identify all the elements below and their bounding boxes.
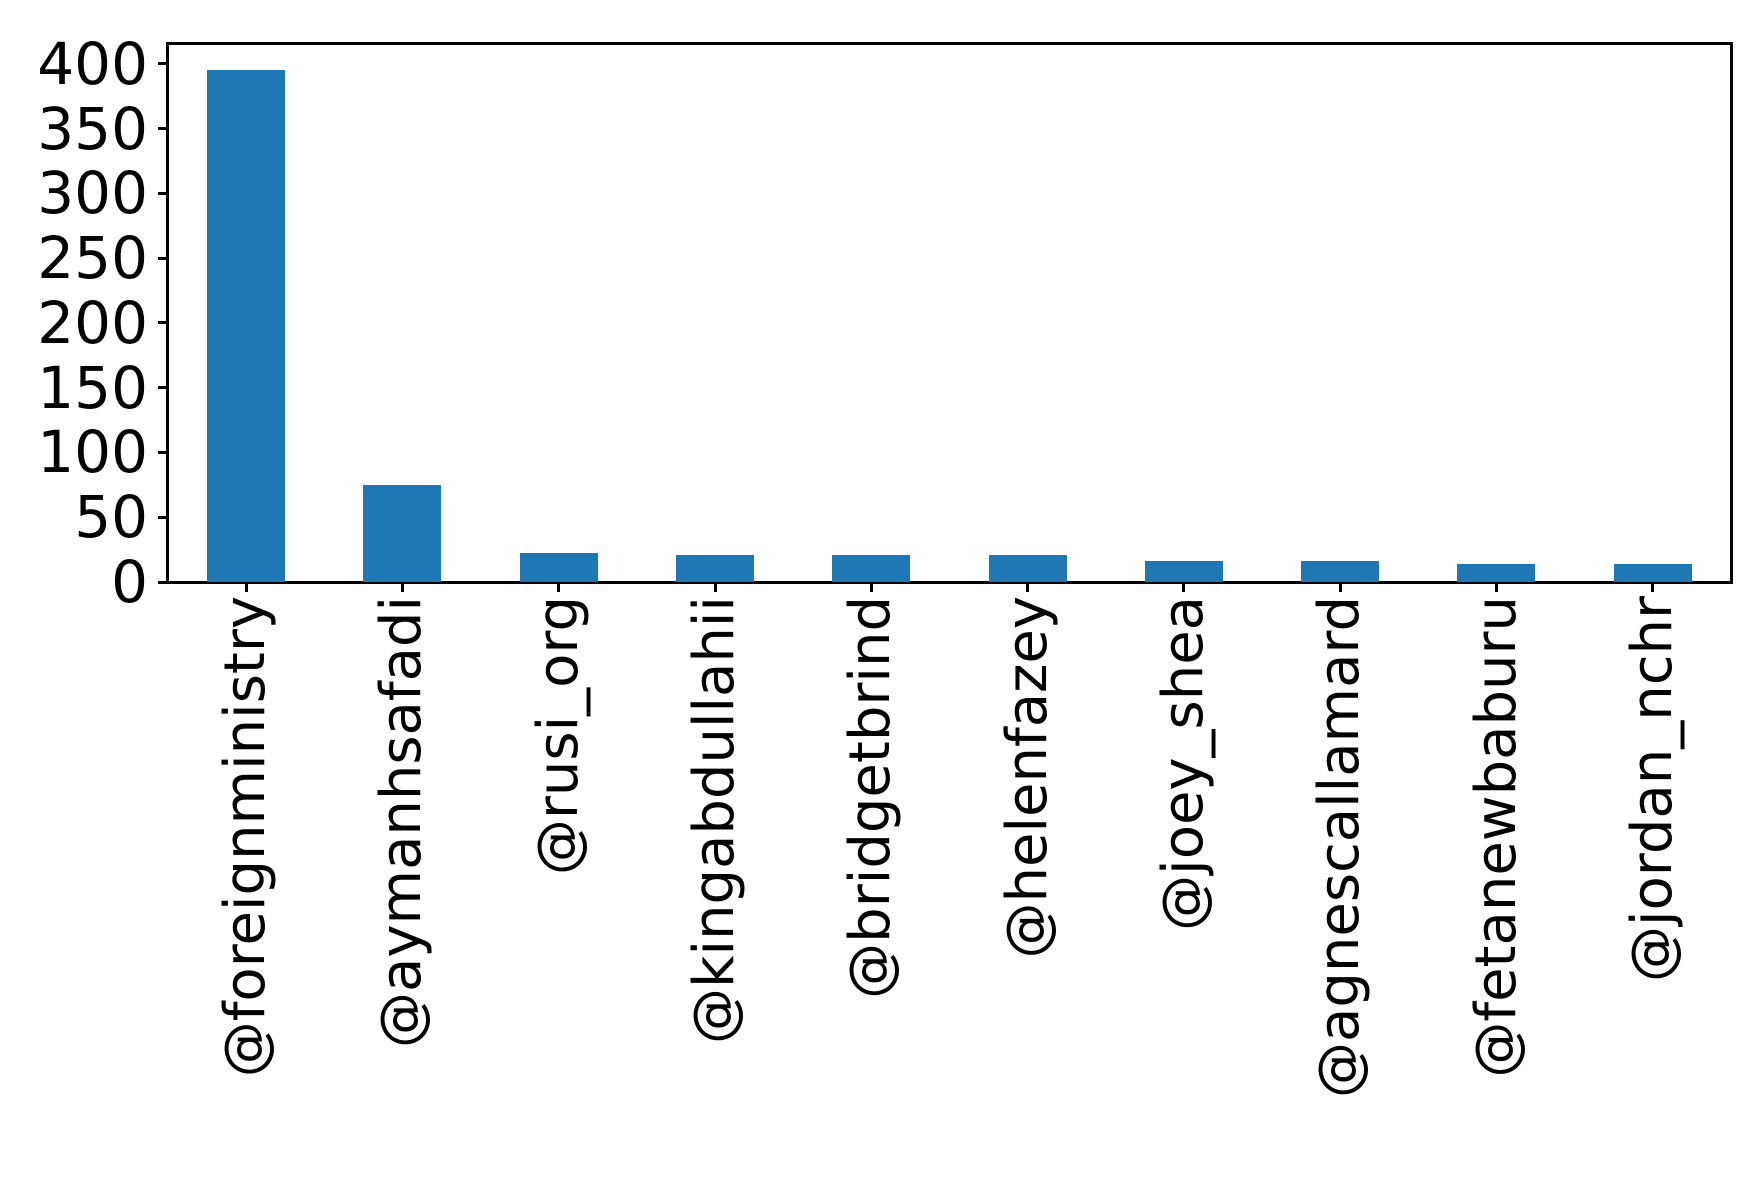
x-tick-label-text: @joey_shea [1151,596,1216,931]
bar [1457,564,1535,582]
y-tick-mark [158,451,168,454]
y-tick-label: 200 [37,289,148,357]
x-tick-mark [245,582,248,592]
y-tick-mark [158,321,168,324]
bar [520,553,598,582]
bar [989,555,1067,582]
x-tick-label-text: @foreignministry [213,596,278,1078]
y-tick-mark [158,257,168,260]
bar [676,555,754,582]
x-tick-label-text: @rusi_org [526,596,591,876]
x-tick-mark [1339,582,1342,592]
y-tick-label: 250 [37,224,148,292]
bar [207,70,285,582]
x-tick-mark [1651,582,1654,592]
y-tick-mark [158,127,168,130]
x-tick-label-text: @kingabdullahii [682,596,747,1044]
x-tick-mark [401,582,404,592]
y-tick-mark [158,192,168,195]
y-tick-mark [158,62,168,65]
x-tick-mark [557,582,560,592]
x-tick-label-text: @helenfazey [995,596,1060,959]
bar [1614,564,1692,582]
y-tick-label: 300 [37,159,148,227]
y-tick-label: 400 [37,30,148,98]
bar [1301,561,1379,582]
y-tick-label: 50 [74,483,148,551]
y-tick-mark [158,581,168,584]
y-tick-mark [158,516,168,519]
y-tick-label: 0 [111,548,148,616]
bar [832,555,910,582]
x-tick-label-text: @aymanhsafadi [369,596,434,1048]
y-tick-mark [158,386,168,389]
x-tick-label-text: @fetanewbaburu [1464,596,1529,1078]
x-tick-mark [1182,582,1185,592]
x-tick-mark [870,582,873,592]
x-tick-mark [1026,582,1029,592]
y-tick-label: 100 [37,418,148,486]
x-tick-label-text: @bridgetbrind [838,596,903,999]
bar [1145,561,1223,582]
x-tick-mark [714,582,717,592]
y-tick-label: 350 [37,95,148,163]
bar [363,485,441,582]
x-tick-label-text: @jordan_nchr [1620,596,1685,983]
x-tick-mark [1495,582,1498,592]
y-tick-label: 150 [37,354,148,422]
x-tick-label-text: @agnescallamard [1307,596,1372,1098]
